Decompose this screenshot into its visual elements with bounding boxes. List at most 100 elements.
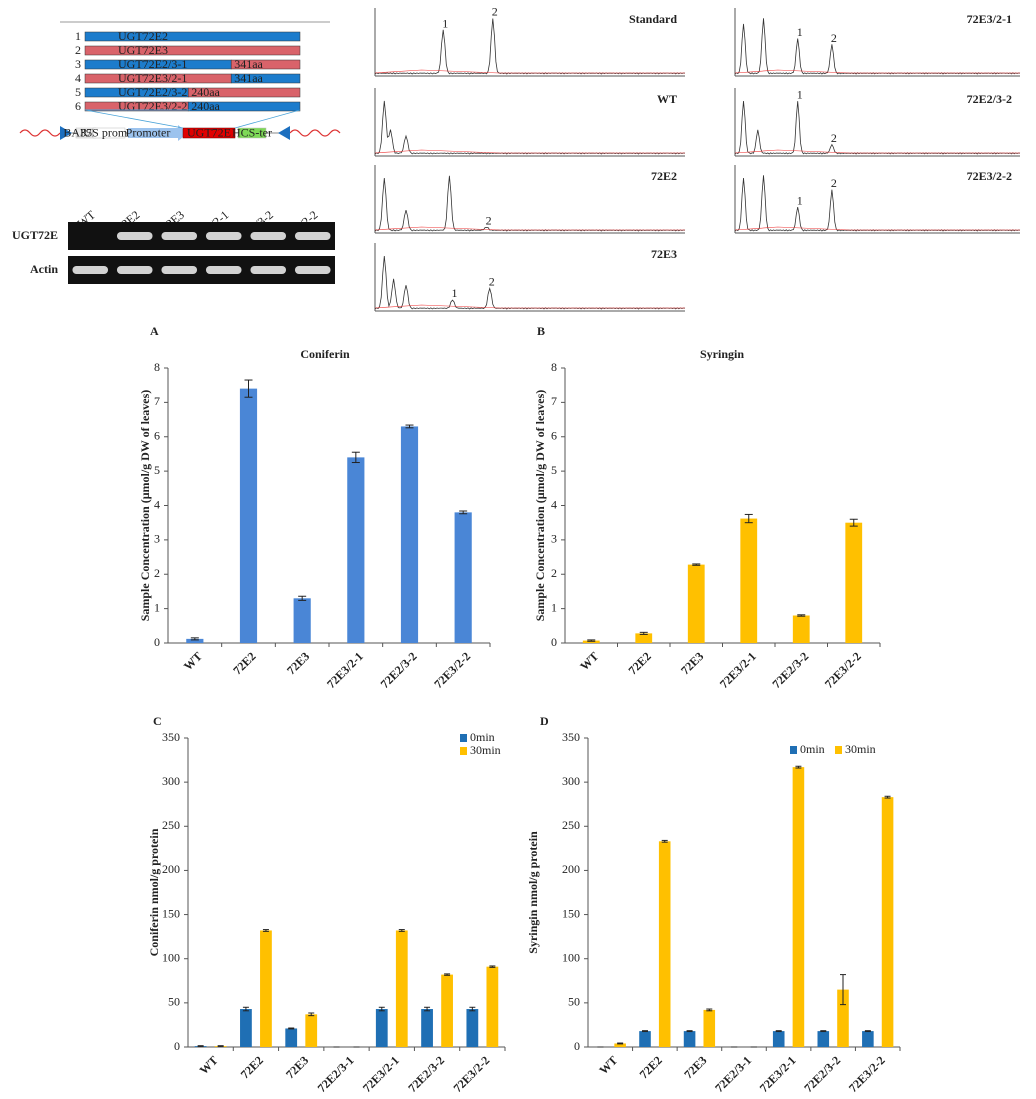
y-axis-label: Sample Concentration (μmol/g DW of leave…	[533, 390, 547, 622]
y-tick-label: 5	[154, 463, 160, 477]
bar	[486, 966, 499, 1047]
legend-swatch	[460, 747, 467, 755]
gel-band	[161, 232, 198, 240]
gel-band	[72, 266, 109, 274]
x-tick-label: 72E3	[284, 649, 312, 677]
chrom-baseline	[374, 226, 685, 231]
bar	[454, 512, 472, 643]
x-tick-label: 72E2/3-2	[801, 1053, 843, 1095]
cassette-label: HCS-ter	[232, 125, 272, 139]
y-tick-label: 3	[154, 532, 160, 546]
bar	[845, 522, 863, 643]
y-tick-label: 100	[562, 950, 580, 964]
bar	[582, 640, 600, 643]
y-tick-label: 2	[551, 566, 557, 580]
zoom-line	[234, 109, 301, 129]
y-tick-label: 6	[551, 429, 557, 443]
error-bar	[405, 424, 414, 429]
x-tick-label: 72E3/2-1	[360, 1053, 402, 1095]
error-bar	[190, 637, 199, 641]
chrom-name: 72E3/2-1	[967, 12, 1012, 26]
construct-bar	[230, 59, 301, 70]
chrom-baseline	[734, 69, 1020, 74]
chrom-baseline	[374, 69, 685, 74]
y-tick-label: 8	[551, 360, 557, 374]
peak-label: 2	[492, 5, 498, 19]
chrom-trace	[734, 175, 1021, 232]
row-number: 6	[75, 99, 81, 113]
x-tick-label: 72E3	[681, 1053, 709, 1081]
chrom-name: 72E3	[651, 247, 677, 261]
y-tick-label: 3	[551, 532, 557, 546]
error-bar	[797, 614, 806, 617]
bar	[400, 426, 419, 643]
chrom-trace	[734, 100, 1021, 155]
x-tick-label: 72E2/3-2	[769, 649, 811, 691]
y-tick-label: 0	[154, 635, 160, 649]
bar	[239, 388, 258, 643]
chrom-baseline	[374, 149, 685, 154]
legend-swatch	[835, 746, 842, 754]
x-tick-label: 72E3	[678, 649, 706, 677]
bar	[614, 1043, 626, 1047]
construct-name: UGT72E2/3-2	[118, 85, 187, 99]
error-bar	[424, 1006, 431, 1012]
legend-swatch	[460, 734, 467, 742]
peak-label: 1	[797, 88, 803, 102]
error-bar	[692, 563, 701, 566]
chart-title: Syringin	[700, 347, 744, 361]
chrom-baseline	[734, 149, 1020, 154]
bar	[466, 1009, 479, 1047]
x-tick-label: 72E3/2-2	[431, 649, 473, 691]
gel-band	[205, 232, 242, 240]
y-tick-label: 1	[551, 600, 557, 614]
error-bar	[617, 1042, 624, 1045]
row-number: 1	[75, 29, 81, 43]
x-tick-label: 72E2/3-1	[315, 1053, 357, 1095]
y-tick-label: 300	[562, 774, 580, 788]
bar	[305, 1014, 318, 1047]
bar	[347, 457, 365, 643]
error-bar	[308, 1012, 315, 1017]
error-bar	[459, 510, 468, 515]
construct-name: UGT72E3	[118, 43, 168, 57]
bar	[240, 1009, 252, 1047]
chrom-trace	[734, 18, 1021, 75]
error-bar	[489, 965, 496, 968]
gel-row-label: Actin	[30, 262, 58, 276]
bar	[817, 1031, 830, 1047]
y-axis-label: Coniferin nmol/g protein	[147, 828, 161, 956]
error-bar	[444, 973, 451, 976]
peak-label: 2	[831, 31, 837, 45]
legend-label: 30min	[845, 742, 876, 756]
x-tick-label: 72E2	[637, 1053, 665, 1081]
gel-lane	[68, 256, 335, 284]
panel-letter: C	[153, 714, 162, 728]
x-tick-label: 72E2	[238, 1053, 266, 1081]
chrom-trace	[374, 175, 686, 232]
y-axis-label: Sample Concentration (μmol/g DW of leave…	[138, 390, 152, 622]
error-bar	[661, 839, 668, 843]
y-tick-label: 2	[154, 566, 160, 580]
bar	[285, 1028, 298, 1047]
y-tick-label: 50	[568, 995, 580, 1009]
construct-bar	[230, 73, 301, 84]
construct-name: UGT72E2/3-1	[118, 57, 187, 71]
aa-label: 240aa	[191, 99, 220, 113]
legend-label: 0min	[470, 730, 495, 744]
row-number: 4	[75, 71, 81, 85]
error-bar	[242, 1006, 249, 1012]
aa-label: 341aa	[234, 57, 263, 71]
bar	[635, 633, 653, 643]
gel-row-label: UGT72E	[12, 228, 58, 242]
y-tick-label: 150	[562, 906, 580, 920]
bar	[441, 974, 453, 1047]
chrom-trace	[374, 100, 686, 155]
bar	[375, 1009, 388, 1047]
bar	[881, 797, 894, 1047]
y-tick-label: 100	[162, 950, 180, 964]
construct-name: UGT72E3/2-2	[118, 99, 187, 113]
bar	[772, 1031, 785, 1047]
error-bar	[706, 1008, 713, 1012]
peak-label: 2	[831, 131, 837, 145]
